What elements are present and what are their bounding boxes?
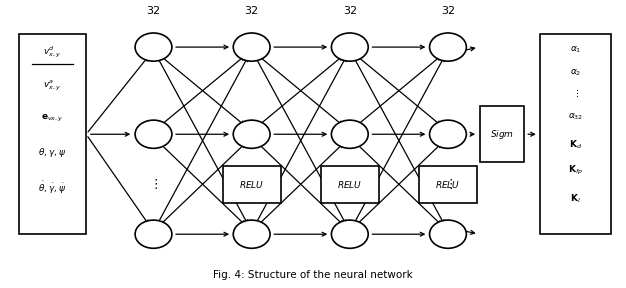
Text: $\mathbf{K}_l$: $\mathbf{K}_l$ — [570, 192, 581, 204]
Ellipse shape — [429, 33, 466, 61]
Ellipse shape — [233, 220, 270, 248]
Bar — [480, 106, 524, 162]
Text: $RELU$: $RELU$ — [435, 179, 461, 190]
Text: $RELU$: $RELU$ — [239, 179, 264, 190]
Text: $\alpha_{32}$: $\alpha_{32}$ — [568, 111, 583, 122]
Text: 32: 32 — [343, 6, 357, 16]
Text: 32: 32 — [245, 6, 259, 16]
Ellipse shape — [135, 120, 172, 148]
Ellipse shape — [429, 120, 466, 148]
Ellipse shape — [233, 120, 270, 148]
Text: $\vdots$: $\vdots$ — [443, 177, 453, 191]
Ellipse shape — [331, 33, 368, 61]
Text: $\theta, \gamma, \psi$: $\theta, \gamma, \psi$ — [38, 146, 66, 159]
Text: $v^a_{x,y}$: $v^a_{x,y}$ — [43, 79, 61, 92]
Text: $\mathbf{K}_d$: $\mathbf{K}_d$ — [568, 138, 582, 151]
Ellipse shape — [429, 220, 466, 248]
Text: $\dot{\theta}, \dot{\gamma}, \dot{\psi}$: $\dot{\theta}, \dot{\gamma}, \dot{\psi}$ — [38, 180, 66, 196]
Ellipse shape — [233, 33, 270, 61]
Bar — [321, 166, 379, 203]
Text: $\alpha_2$: $\alpha_2$ — [570, 67, 581, 78]
Text: $v^d_{x,y}$: $v^d_{x,y}$ — [43, 44, 61, 60]
Text: $\vdots$: $\vdots$ — [149, 177, 158, 191]
Bar — [419, 166, 477, 203]
Bar — [19, 34, 86, 234]
Text: $Sigm$: $Sigm$ — [490, 128, 514, 141]
Bar — [222, 166, 281, 203]
Ellipse shape — [331, 220, 368, 248]
Text: $\vdots$: $\vdots$ — [572, 87, 578, 99]
Text: Fig. 4: Structure of the neural network: Fig. 4: Structure of the neural network — [213, 270, 413, 280]
Ellipse shape — [135, 33, 172, 61]
Text: $\alpha_1$: $\alpha_1$ — [570, 44, 581, 55]
Text: $\mathbf{K}_{fp}$: $\mathbf{K}_{fp}$ — [568, 164, 583, 177]
Text: $RELU$: $RELU$ — [337, 179, 362, 190]
Bar — [540, 34, 610, 234]
Text: $\mathbf{e}_{vx,y}$: $\mathbf{e}_{vx,y}$ — [41, 113, 64, 124]
Text: 32: 32 — [146, 6, 160, 16]
Ellipse shape — [135, 220, 172, 248]
Text: 32: 32 — [441, 6, 455, 16]
Ellipse shape — [331, 120, 368, 148]
